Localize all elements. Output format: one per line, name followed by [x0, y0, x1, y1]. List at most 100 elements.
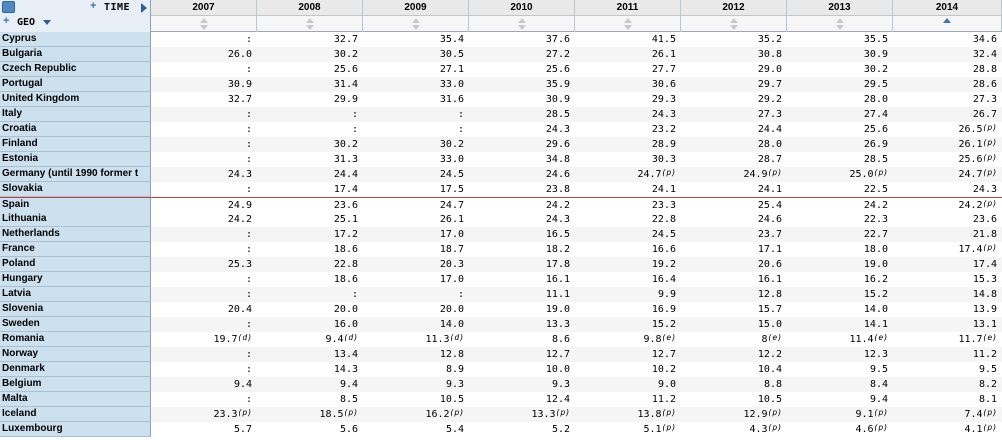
sort-icon[interactable]	[411, 18, 420, 30]
table-row[interactable]: Bulgaria 26.0 30.2 30.5 27.2 26.1 30.8 30.9 32.4	[0, 47, 1002, 62]
table-row[interactable]: Belgium 9.4 9.4 9.3 9.3 9.0 8.8 8.4 8.2	[0, 377, 1002, 392]
sort-control[interactable]	[469, 16, 574, 32]
geo-dimension-label[interactable]: GEO	[17, 17, 36, 28]
row-geo-label[interactable]: Belgium	[0, 377, 151, 392]
sort-control[interactable]	[893, 16, 1001, 32]
table-row[interactable]: Estonia: 31.3 33.0 34.8 30.3 28.7 28.5 25.6(p)	[0, 152, 1002, 167]
table-row[interactable]: Sweden: 16.0 14.0 13.3 15.2 15.0 14.1 13.1	[0, 317, 1002, 332]
year-column-header[interactable]: 2010	[469, 0, 575, 32]
year-column-header[interactable]: 2008	[257, 0, 363, 32]
sort-control[interactable]	[787, 16, 892, 32]
year-column-header[interactable]: 2007	[151, 0, 257, 32]
time-next-arrow-icon[interactable]	[141, 3, 147, 13]
time-expand-icon[interactable]: +	[90, 0, 97, 12]
cell-value: :	[245, 229, 252, 240]
table-row[interactable]: France: 18.6 18.7 18.2 16.6 17.1 18.0 17.4(p)	[0, 242, 1002, 257]
table-row[interactable]: Romania 19.7(d) 9.4(d) 11.3(d) 8.6 9.8(e) 8(e)…	[0, 332, 1002, 347]
data-cell: 14.0	[787, 302, 893, 317]
row-geo-label[interactable]: Slovakia	[0, 182, 151, 197]
sort-control[interactable]	[257, 16, 362, 32]
cell-value: 9.5	[978, 364, 997, 375]
data-cell: 20.4	[151, 302, 257, 317]
table-row[interactable]: United Kingdom 32.7 29.9 31.6 30.9 29.3 29.2 28…	[0, 92, 1002, 107]
table-row[interactable]: Slovenia 20.4 20.0 20.0 19.0 16.9 15.7 14.0 13.9	[0, 302, 1002, 317]
row-geo-label[interactable]: Portugal	[0, 77, 151, 92]
row-geo-label[interactable]: Finland	[0, 137, 151, 152]
cell-value: 27.1	[439, 64, 464, 75]
year-column-header[interactable]: 2011	[575, 0, 681, 32]
table-row[interactable]: Germany (until 1990 former t 24.3 24.4 24.5…	[0, 167, 1002, 182]
sort-icon[interactable]	[835, 18, 844, 30]
row-geo-label[interactable]: France	[0, 242, 151, 257]
row-geo-label[interactable]: Cyprus	[0, 32, 151, 47]
table-row[interactable]: Luxembourg 5.7 5.6 5.4 5.2 5.1(p) 4.3(p) 4.6(p)…	[0, 422, 1002, 437]
row-geo-label[interactable]: Malta	[0, 392, 151, 407]
table-row[interactable]: Norway: 13.4 12.8 12.7 12.7 12.2 12.3 11.2	[0, 347, 1002, 362]
table-row[interactable]: Croatia::: 24.3 23.2 24.4 25.6 26.5(p)	[0, 122, 1002, 137]
table-row[interactable]: Lithuania 24.2 25.1 26.1 24.3 22.8 24.6 22.3 23.…	[0, 212, 1002, 227]
table-row[interactable]: Iceland 23.3(p) 18.5(p) 16.2(p) 13.3(p) 13.8(…	[0, 407, 1002, 422]
row-geo-label[interactable]: Germany (until 1990 former t	[0, 167, 151, 182]
table-row[interactable]: Hungary: 18.6 17.0 16.1 16.4 16.1 16.2 15.3	[0, 272, 1002, 287]
geo-expand-icon[interactable]: +	[3, 15, 10, 27]
sort-ascending-icon[interactable]	[943, 18, 951, 30]
row-geo-label[interactable]: Croatia	[0, 122, 151, 137]
table-menu-icon[interactable]	[2, 1, 15, 13]
table-row[interactable]: Slovakia: 17.4 17.5 23.8 24.1 24.1 22.5 24.3	[0, 182, 1002, 197]
row-geo-label[interactable]: Spain	[0, 198, 151, 213]
cell-value: 9.3	[445, 379, 464, 390]
sort-icon[interactable]	[623, 18, 632, 30]
sort-icon[interactable]	[517, 18, 526, 30]
table-row[interactable]: Latvia::: 11.1 9.9 12.8 15.2 14.8	[0, 287, 1002, 302]
cell-value: 9.1	[855, 409, 874, 420]
row-geo-label[interactable]: United Kingdom	[0, 92, 151, 107]
table-row[interactable]: Malta: 8.5 10.5 12.4 11.2 10.5 9.4 8.1	[0, 392, 1002, 407]
row-geo-label[interactable]: Iceland	[0, 407, 151, 422]
cell-flag: (p)	[982, 243, 997, 252]
row-geo-label[interactable]: Italy	[0, 107, 151, 122]
data-cell: 12.3	[787, 347, 893, 362]
cell-value: 12.3	[863, 349, 888, 360]
table-row[interactable]: Cyprus: 32.7 35.4 37.6 41.5 35.2 35.5 34.6	[0, 32, 1002, 47]
year-column-header[interactable]: 2012	[681, 0, 787, 32]
table-row[interactable]: Netherlands: 17.2 17.0 16.5 24.5 23.7 22.7 21.8	[0, 227, 1002, 242]
sort-control[interactable]	[363, 16, 468, 32]
sort-icon[interactable]	[199, 18, 208, 30]
year-column-header[interactable]: 2013	[787, 0, 893, 32]
table-row[interactable]: Finland: 30.2 30.2 29.6 28.9 28.0 26.9 26.1(p)	[0, 137, 1002, 152]
table-row[interactable]: Spain 24.9 23.6 24.7 24.2 23.3 25.4 24.2 24.2(p)	[0, 197, 1002, 213]
sort-icon[interactable]	[305, 18, 314, 30]
row-geo-label[interactable]: Bulgaria	[0, 47, 151, 62]
row-geo-label[interactable]: Lithuania	[0, 212, 151, 227]
row-geo-label[interactable]: Poland	[0, 257, 151, 272]
row-geo-label[interactable]: Romania	[0, 332, 151, 347]
year-column-header[interactable]: 2014	[893, 0, 1002, 32]
row-geo-label[interactable]: Norway	[0, 347, 151, 362]
row-geo-label[interactable]: Czech Republic	[0, 62, 151, 77]
geo-dropdown-caret-icon[interactable]	[43, 20, 51, 25]
data-cell: 17.2	[257, 227, 363, 242]
table-row[interactable]: Portugal 30.9 31.4 33.0 35.9 30.6 29.7 29.5 28.6	[0, 77, 1002, 92]
cell-value: 16.2	[425, 409, 450, 420]
year-column-header[interactable]: 2009	[363, 0, 469, 32]
sort-icon[interactable]	[729, 18, 738, 30]
sort-control[interactable]	[681, 16, 786, 32]
table-row[interactable]: Denmark: 14.3 8.9 10.0 10.2 10.4 9.5 9.5	[0, 362, 1002, 377]
row-geo-label[interactable]: Slovenia	[0, 302, 151, 317]
cell-value: :	[351, 289, 358, 300]
row-geo-label[interactable]: Sweden	[0, 317, 151, 332]
sort-control[interactable]	[575, 16, 680, 32]
sort-control[interactable]	[151, 16, 256, 32]
row-geo-label[interactable]: Luxembourg	[0, 422, 151, 437]
table-row[interactable]: Italy::: 28.5 24.3 27.3 27.4 26.7	[0, 107, 1002, 122]
row-geo-label[interactable]: Hungary	[0, 272, 151, 287]
table-row[interactable]: Czech Republic: 25.6 27.1 25.6 27.7 29.0 30.2 2…	[0, 62, 1002, 77]
row-geo-label[interactable]: Denmark	[0, 362, 151, 377]
data-cell: 24.2	[151, 212, 257, 227]
table-row[interactable]: Poland 25.3 22.8 20.3 17.8 19.2 20.6 19.0 17.4	[0, 257, 1002, 272]
cell-value: 30.2	[333, 49, 358, 60]
row-geo-label[interactable]: Estonia	[0, 152, 151, 167]
row-geo-label[interactable]: Netherlands	[0, 227, 151, 242]
time-dimension-label[interactable]: TIME	[104, 2, 131, 13]
row-geo-label[interactable]: Latvia	[0, 287, 151, 302]
